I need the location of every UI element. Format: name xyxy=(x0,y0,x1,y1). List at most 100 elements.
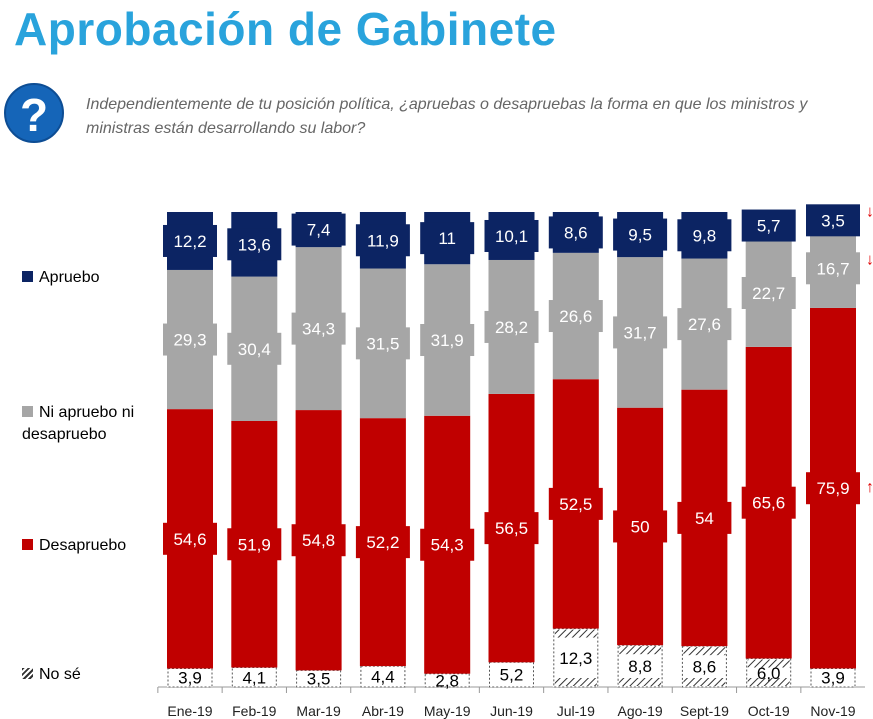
data-label-ni: 30,4 xyxy=(238,340,271,359)
data-label-apruebo: 5,7 xyxy=(757,217,781,236)
data-label-no-se: 3,5 xyxy=(307,670,331,689)
data-label-apruebo: 9,5 xyxy=(628,226,652,245)
data-label-desapruebo: 56,5 xyxy=(495,519,528,538)
data-label-apruebo: 10,1 xyxy=(495,227,528,246)
data-label-box xyxy=(291,312,346,345)
data-label-box xyxy=(677,501,732,534)
data-label-box xyxy=(484,310,539,343)
data-label-box xyxy=(741,276,796,309)
data-label-box xyxy=(806,252,860,285)
data-label-box xyxy=(227,332,282,365)
legend-nose: No sé xyxy=(22,664,81,686)
x-tick-label: Ene-19 xyxy=(167,703,212,719)
data-label-box xyxy=(163,323,217,356)
data-label-apruebo: 8,6 xyxy=(564,223,588,242)
legend-label: Apruebo xyxy=(39,269,100,286)
data-label-box xyxy=(613,510,668,543)
x-tick-label: Nov-19 xyxy=(810,703,855,719)
x-tick-label: Ago-19 xyxy=(618,703,663,719)
data-label-desapruebo: 54,6 xyxy=(173,530,206,549)
data-label-no-se: 5,2 xyxy=(500,666,524,685)
data-label-ni: 27,6 xyxy=(688,315,721,334)
data-label-box xyxy=(291,524,346,557)
data-label-box xyxy=(806,472,860,505)
hatch-mark xyxy=(554,678,597,686)
data-label-box xyxy=(420,528,475,561)
x-tick-label: Jul-19 xyxy=(557,703,595,719)
x-tick-label: Mar-19 xyxy=(296,703,341,719)
legend-swatch xyxy=(22,668,33,679)
data-label-box xyxy=(613,316,668,349)
data-label-box xyxy=(548,216,603,249)
data-label-no-se: 8,6 xyxy=(693,658,717,677)
data-label-no-se: 8,8 xyxy=(628,657,652,676)
hatch-mark xyxy=(683,678,726,686)
data-label-desapruebo: 51,9 xyxy=(238,535,271,554)
data-label-no-se: 4,4 xyxy=(371,668,395,687)
data-label-no-se: 3,9 xyxy=(178,669,202,688)
data-label-desapruebo: 50 xyxy=(631,517,650,536)
legend-desapruebo: Desapruebo xyxy=(22,535,126,557)
data-label-box xyxy=(355,224,410,257)
data-label-box xyxy=(548,300,603,333)
data-label-apruebo: 13,6 xyxy=(238,235,271,254)
question-mark-icon: ? xyxy=(4,83,64,143)
data-label-desapruebo: 75,9 xyxy=(816,479,849,498)
data-label-box xyxy=(355,327,410,360)
data-label-box xyxy=(420,324,475,357)
data-label-ni: 29,3 xyxy=(173,331,206,350)
bar-no-se xyxy=(424,673,471,687)
legend-label: Ni apruebo ni desapruebo xyxy=(22,404,135,443)
data-label-box xyxy=(613,218,668,251)
x-tick-label: Sept-19 xyxy=(680,703,729,719)
data-label-no-se: 3,9 xyxy=(821,669,845,688)
data-label-box xyxy=(806,204,860,237)
x-tick-label: Abr-19 xyxy=(362,703,404,719)
data-label-apruebo: 7,4 xyxy=(307,221,331,240)
data-label-box xyxy=(163,522,217,555)
data-label-desapruebo: 54 xyxy=(695,509,714,528)
x-tick-label: Jun-19 xyxy=(490,703,533,719)
hatch-mark xyxy=(619,646,662,655)
legend-ni: Ni apruebo ni desapruebo xyxy=(22,402,152,446)
data-label-apruebo: 11 xyxy=(438,229,456,248)
data-label-desapruebo: 52,2 xyxy=(366,533,399,552)
data-label-box xyxy=(227,228,282,261)
data-label-box xyxy=(741,486,796,519)
no-se-outline xyxy=(424,673,470,688)
data-label-box xyxy=(291,213,346,246)
legend-apruebo: Apruebo xyxy=(22,267,100,289)
data-label-box xyxy=(677,219,732,252)
survey-question: Independientemente de tu posición políti… xyxy=(86,96,808,137)
data-label-ni: 28,2 xyxy=(495,318,528,337)
data-label-box xyxy=(227,528,282,561)
data-label-ni: 34,3 xyxy=(302,320,335,339)
bar-no-se xyxy=(359,666,406,687)
legend-swatch xyxy=(22,271,33,282)
data-label-desapruebo: 52,5 xyxy=(559,495,592,514)
arrow-up-icon: ↑ xyxy=(866,479,873,496)
data-label-apruebo: 9,8 xyxy=(693,226,717,245)
bar-no-se xyxy=(488,662,535,687)
data-label-box xyxy=(548,487,603,520)
data-label-no-se: 4,1 xyxy=(242,668,266,687)
bar-no-se xyxy=(552,628,599,687)
data-label-apruebo: 3,5 xyxy=(821,211,845,230)
data-label-ni: 22,7 xyxy=(752,284,785,303)
bar-no-se xyxy=(810,668,856,687)
data-label-ni: 31,9 xyxy=(431,331,464,350)
data-label-box xyxy=(355,526,410,559)
legend-swatch xyxy=(22,406,33,417)
data-label-no-se: 2,8 xyxy=(435,671,459,690)
hatch-mark xyxy=(683,647,726,656)
legend-label: Desapruebo xyxy=(39,537,127,554)
legend-swatch xyxy=(22,539,33,550)
data-label-desapruebo: 65,6 xyxy=(752,494,785,513)
x-tick-label: Oct-19 xyxy=(748,703,790,719)
data-label-no-se: 6,0 xyxy=(757,664,781,683)
data-label-ni: 16,7 xyxy=(816,259,849,278)
data-label-apruebo: 11,9 xyxy=(367,231,399,250)
data-label-apruebo: 12,2 xyxy=(173,232,206,251)
data-label-box xyxy=(677,308,732,341)
arrow-down-icon: ↓ xyxy=(866,251,873,268)
